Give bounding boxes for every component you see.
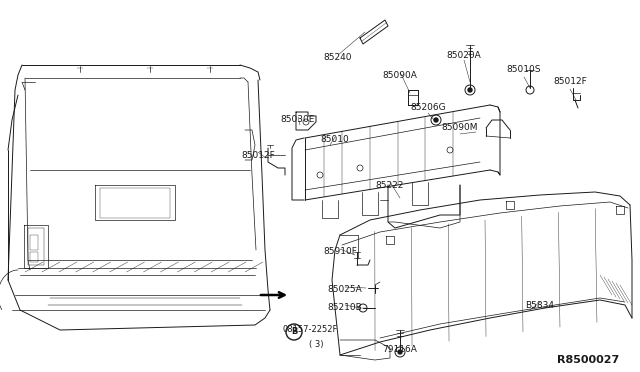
Text: 85012F: 85012F bbox=[241, 151, 275, 160]
Text: 85222: 85222 bbox=[376, 180, 404, 189]
Text: 85020A: 85020A bbox=[447, 51, 481, 60]
Text: 08157-2252F: 08157-2252F bbox=[282, 326, 338, 334]
Text: ( 3): ( 3) bbox=[308, 340, 323, 349]
Text: 85010S: 85010S bbox=[507, 65, 541, 74]
Circle shape bbox=[434, 118, 438, 122]
Text: 85090A: 85090A bbox=[383, 71, 417, 80]
Text: 85206G: 85206G bbox=[410, 103, 446, 112]
Text: 85210B: 85210B bbox=[328, 304, 362, 312]
Text: 85012F: 85012F bbox=[553, 77, 587, 87]
Text: 85090M: 85090M bbox=[442, 124, 478, 132]
Text: 85010: 85010 bbox=[321, 135, 349, 144]
Text: B: B bbox=[291, 327, 297, 337]
Text: 85030E: 85030E bbox=[281, 115, 315, 125]
Text: 85025A: 85025A bbox=[328, 285, 362, 295]
Text: B5834: B5834 bbox=[525, 301, 554, 310]
Text: R8500027: R8500027 bbox=[557, 355, 619, 365]
Text: 79116A: 79116A bbox=[383, 346, 417, 355]
Text: 85910F: 85910F bbox=[323, 247, 357, 257]
Text: 85240: 85240 bbox=[324, 54, 352, 62]
Circle shape bbox=[468, 88, 472, 92]
Circle shape bbox=[398, 350, 402, 354]
